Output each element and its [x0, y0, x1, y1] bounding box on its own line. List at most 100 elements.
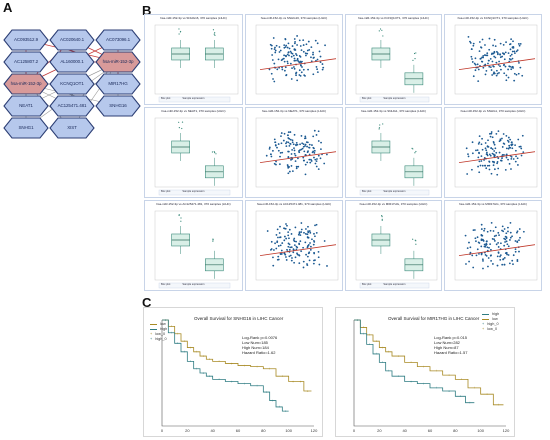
censor-mark: + — [381, 345, 384, 350]
censor-mark: + — [362, 325, 365, 330]
survival-curve-low — [354, 319, 504, 406]
legend-box: Box plot — [362, 283, 372, 286]
boxplot-legend: Box plot Sample expression — [161, 97, 204, 100]
censor-mark: + — [281, 373, 284, 378]
network-node: AC125807.2 — [3, 51, 49, 73]
expression-boxplot: hsa-miR-152-3p vs NEAT1, 370 samples (LI… — [144, 107, 243, 198]
survival-plot-mir17hg: 0 20 40 60 80 100 120 + + + + + + + + + + + + + + + + + + + + + + + + +… — [335, 307, 515, 437]
legend-item: + high_0 — [150, 337, 167, 341]
x-tick-label: 120 — [503, 428, 510, 433]
legend-sample: Sample expression — [383, 97, 406, 100]
legend-item: low — [150, 322, 167, 327]
network-node-label: NEAT1 — [19, 102, 33, 108]
censor-mark: + — [410, 360, 413, 365]
censor-mark: + — [243, 381, 246, 386]
censor-mark: + — [397, 353, 400, 358]
legend-item: + high_0 — [482, 322, 499, 326]
correlation-scatter: hsa-miR-152-3p vs MIR17HG, 370 samples (… — [444, 200, 542, 291]
censor-mark: + — [375, 339, 378, 344]
censor-mark: + — [448, 372, 451, 377]
expression-boxplot: hsa-miR-152-3p vs SNHG16, 370 samples (L… — [144, 14, 243, 105]
boxplot-legend: Box plot Sample expression — [362, 97, 405, 100]
network-edge — [25, 61, 119, 129]
network-node: SNHG1 — [3, 117, 49, 139]
network-panel: AC093512.9 AC020640.1 AC073096.1 AC125807.2… — [0, 0, 141, 150]
censor-mark: + — [183, 339, 186, 344]
network-node: AL160000.1 — [49, 51, 95, 73]
legend-box: Box plot — [161, 190, 171, 193]
correlation-grid: hsa-miR-152-3p vs SNHG16, 370 samples (L… — [144, 14, 542, 291]
network-node: XIST — [49, 117, 95, 139]
censor-mark: + — [196, 366, 199, 371]
censor-mark: + — [243, 363, 246, 368]
stat-logrank: Log-Rank p=0.015 — [434, 335, 468, 340]
censor-mark: + — [497, 402, 500, 407]
legend-box: Box plot — [362, 97, 372, 100]
survival-title: Overall Survival for MIR17HG in LIHC Can… — [388, 316, 480, 321]
censor-mark: + — [375, 351, 378, 356]
x-tick-label: 60 — [236, 428, 241, 433]
plot-title: hsa-miR-152-3p vs MIR17HG, 370 samples (… — [459, 202, 527, 206]
x-tick-label: 100 — [285, 428, 292, 433]
censor-mark: + — [208, 357, 211, 362]
censor-mark: + — [164, 317, 167, 322]
plot-title: hsa-miR-152-3p vs KCNQ1OT1, 370 samples … — [457, 16, 529, 20]
regression-line — [458, 58, 536, 70]
censor-mark: + — [230, 379, 233, 384]
network-node: AC093512.9 — [3, 29, 49, 51]
censor-mark: + — [369, 342, 372, 347]
plot-title: hsa-miR-152-3p vs AC125471.481, 370 samp… — [156, 202, 231, 206]
legend-sample: Sample expression — [182, 283, 205, 286]
plot-title: hsa-miR-152-3p vs SNHG1, 370 samples (LI… — [361, 109, 426, 113]
expression-boxplot: hsa-miR-152-3p vs KCNQ1OT1, 370 samples … — [345, 14, 442, 105]
x-tick-label: 120 — [311, 428, 318, 433]
censor-mark: + — [410, 379, 413, 384]
boxplot-legend: Box plot Sample expression — [362, 190, 405, 193]
censor-mark: + — [284, 408, 287, 413]
panel-label-a: A — [3, 0, 13, 15]
correlation-scatter: hsa-miR-152-3p vs KCNQ1OT1, 370 samples … — [444, 14, 542, 105]
network-node: AC125471.481 — [49, 95, 95, 117]
censor-mark: + — [189, 359, 192, 364]
survival-plot-snhg16: 0 20 40 60 80 100 120 + + + + + + + + + + + + + + + + + + + + + + + + +… — [143, 307, 323, 437]
censor-mark: + — [183, 349, 186, 354]
censor-mark: + — [218, 359, 221, 364]
legend-sample: Sample expression — [182, 190, 205, 193]
plot-title: hsa-miR-152-3p vs NEAT1, 370 samples (LI… — [262, 109, 326, 113]
censor-mark: + — [230, 361, 233, 366]
network-node-label: KCNQ1OT1 — [60, 80, 84, 86]
correlation-scatter: hsa-miR-152-3p vs NEAT1, 370 samples (LI… — [245, 107, 343, 198]
network-node: AC020640.1 — [49, 29, 95, 51]
survival-stats: Log-Rank p=0.015 Low Num=282 High Num=87… — [434, 335, 467, 355]
censor-mark: + — [388, 349, 391, 354]
censor-mark: + — [460, 377, 463, 382]
network-node-label: AC125807.2 — [13, 58, 39, 64]
correlation-scatter: hsa-miR-152-3p vs SNHG16, 370 samples (L… — [245, 14, 343, 105]
censor-mark: + — [473, 385, 476, 390]
stat-high-num: High Num=184 — [242, 345, 269, 350]
regression-line — [259, 58, 337, 70]
censor-mark: + — [272, 398, 275, 403]
survival-legend: low high + low_0 + high_0 — [150, 322, 167, 342]
network-node: SNHG16 — [95, 95, 141, 117]
x-tick-label: 0 — [161, 428, 164, 433]
x-tick-label: 40 — [210, 428, 215, 433]
network-node-label: AC125471.481 — [57, 102, 87, 108]
plot-title: hsa-miR-152-3p vs SNHG16, 370 samples (L… — [260, 16, 328, 20]
expression-boxplot: hsa-miR-152-3p vs MIR17HG, 370 samples (… — [345, 200, 442, 291]
regression-line — [458, 244, 536, 256]
censor-mark: + — [268, 366, 271, 371]
censor-mark: + — [369, 332, 372, 337]
network-node-label: SNHG16 — [109, 102, 127, 108]
censor-mark: + — [388, 368, 391, 373]
legend-item: low — [482, 317, 499, 322]
x-tick-label: 100 — [477, 428, 484, 433]
network-node-label: XIST — [67, 124, 77, 130]
network-node-label: AC093512.9 — [13, 36, 39, 42]
network-node-label: MIR17HG — [108, 80, 128, 86]
stat-hazard-ratio: Hazard Ratio=1.57 — [434, 350, 468, 355]
plot-title: hsa-miR-152-3p vs KCNQ1OT1, 370 samples … — [358, 16, 429, 20]
network-node: hsa-miR-152-3p — [3, 73, 49, 95]
censor-mark: + — [306, 388, 309, 393]
censor-mark: + — [256, 364, 259, 369]
